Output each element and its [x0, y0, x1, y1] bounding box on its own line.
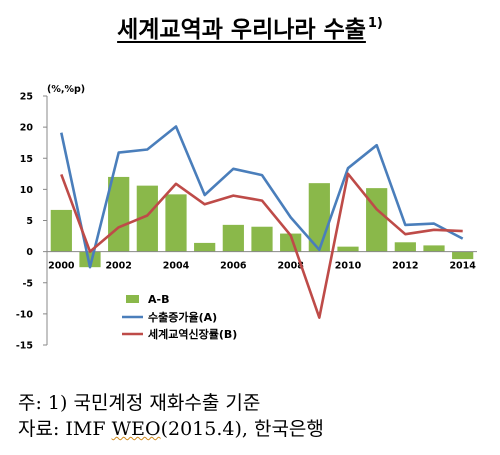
y-tick-label: 20: [20, 123, 34, 134]
x-tick-label: 2006: [220, 261, 247, 272]
bar: [136, 185, 158, 252]
y-tick-label: 5: [26, 216, 33, 227]
bar: [394, 242, 416, 252]
legend-label: 세계교역신장률(B): [148, 327, 237, 341]
legend-swatch: [126, 295, 139, 303]
bar: [251, 226, 273, 252]
x-tick-label: 2000: [48, 261, 75, 272]
x-tick-label: 2014: [449, 261, 476, 272]
chart: (%,%p) 25 20 15 10 5 0 -5 -10 -15 2000 2002 2004 2006…: [16, 84, 477, 352]
bar: [79, 251, 101, 268]
series-line-2: [60, 172, 463, 319]
y-tick-label: 0: [26, 247, 33, 258]
bar: [165, 194, 187, 252]
source-prefix: 자료: IMF: [18, 418, 112, 440]
y-tick-label: -5: [22, 278, 33, 289]
y-tick-label: 15: [20, 154, 33, 165]
bar: [366, 188, 388, 252]
source-line: 자료: IMF WEO(2015.4), 한국은행: [18, 416, 324, 442]
x-tick-label: 2008: [277, 261, 304, 272]
chart-title-footnote-mark: 1): [367, 16, 383, 31]
x-tick-label: 2012: [392, 261, 418, 272]
y-tick-label: -15: [16, 341, 33, 352]
bar: [337, 246, 359, 252]
y-tick-label: 10: [20, 185, 34, 196]
bar: [108, 176, 130, 252]
legend-label: A-B: [148, 293, 169, 306]
source-suffix: (2015.4), 한국은행: [160, 418, 324, 440]
footnotes: 주: 1) 국민계정 재화수출 기준 자료: IMF WEO(2015.4), …: [18, 390, 324, 442]
x-tick-label: 2010: [335, 261, 362, 272]
y-tick-label: 25: [20, 92, 33, 103]
unit-label: (%,%p): [47, 84, 85, 95]
series-line-1: [60, 125, 464, 269]
chart-title: 세계교역과 우리나라 수출 1): [0, 10, 500, 44]
chart-title-text: 세계교역과 우리나라 수출: [117, 17, 366, 43]
bar: [222, 224, 244, 252]
x-tick-label: 2004: [163, 261, 190, 272]
y-tick-label: -10: [16, 309, 34, 320]
bar: [50, 209, 72, 252]
x-tick-label: 2002: [105, 261, 131, 272]
bar: [194, 242, 216, 252]
footnote-line: 주: 1) 국민계정 재화수출 기준: [18, 392, 261, 414]
source-weo: WEO: [111, 418, 161, 440]
bar: [423, 245, 445, 252]
bar: [452, 251, 474, 260]
legend-label: 수출증가율(A): [148, 310, 217, 324]
